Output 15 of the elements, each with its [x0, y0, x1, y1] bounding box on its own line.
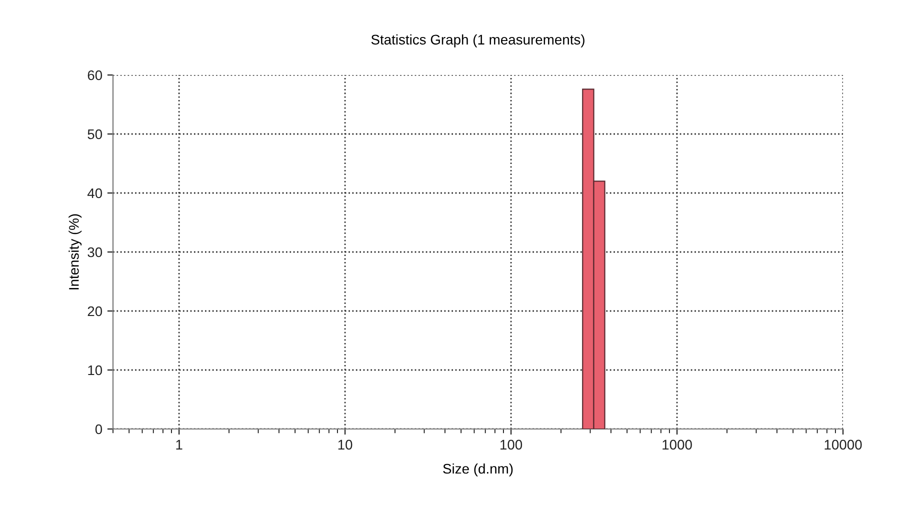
x-tick-label: 1 [176, 440, 182, 450]
y-tick-label: 30 [88, 247, 102, 258]
x-tick-label: 10 [338, 440, 352, 450]
y-tick-label: 0 [95, 424, 102, 434]
y-tick-label: 40 [87, 188, 102, 198]
y-tick-label: 50 [88, 129, 102, 140]
y-tick-label: 10 [88, 365, 102, 376]
x-axis-title: Size (d.nm) [443, 463, 513, 476]
chart-title: Statistics Graph (1 measurements) [371, 34, 584, 48]
x-tick-label: 10000 [824, 440, 862, 450]
y-tick-label: 20 [88, 306, 102, 316]
y-tick-label: 60 [88, 70, 102, 80]
y-axis-title: Intensity (%) [68, 214, 82, 290]
x-tick-label: 1000 [662, 440, 692, 450]
x-tick-label: 100 [500, 440, 522, 450]
